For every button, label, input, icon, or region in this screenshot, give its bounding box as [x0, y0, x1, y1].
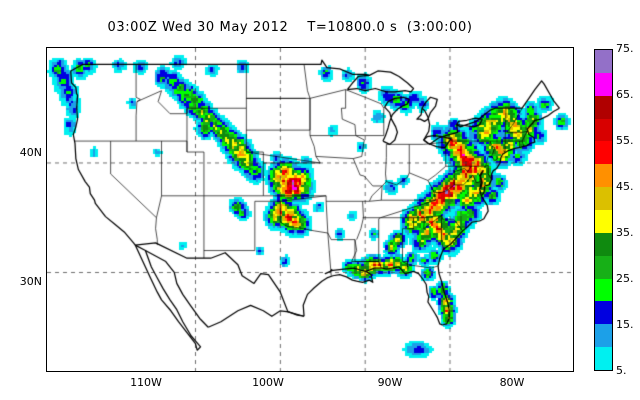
colorbar-band-10: [595, 278, 612, 302]
y-axis-tick-30n: 30N: [19, 275, 42, 288]
colorbar-band-6: [595, 187, 612, 211]
colorbar-band-7: [595, 210, 612, 233]
x-axis-tick-110w: 110W: [130, 376, 162, 389]
colorbar-band-0: [595, 50, 612, 73]
x-axis-tick-80w: 80W: [499, 376, 525, 389]
reflectivity-colorbar: [594, 49, 613, 371]
colorbar-tick-35: 35.: [616, 226, 634, 239]
colorbar-tick-65: 65.: [616, 88, 634, 101]
colorbar-tick-5: 5.: [616, 364, 627, 377]
colorbar-band-5: [595, 164, 612, 188]
y-axis-tick-40n: 40N: [19, 146, 42, 159]
colorbar-band-3: [595, 118, 612, 142]
colorbar-tick-75: 75.: [616, 42, 634, 55]
colorbar-band-13: [595, 347, 612, 371]
map-plot-area: [46, 47, 574, 372]
x-axis-tick-90w: 90W: [377, 376, 403, 389]
plot-title: 03:00Z Wed 30 May 2012 T=10800.0 s (3:00…: [107, 20, 473, 35]
colorbar-tick-55: 55.: [616, 134, 634, 147]
colorbar-band-2: [595, 95, 612, 119]
map-boundaries-layer: [47, 48, 573, 371]
colorbar-tick-45: 45.: [616, 180, 634, 193]
colorbar-band-11: [595, 301, 612, 325]
colorbar-band-4: [595, 141, 612, 165]
colorbar-band-12: [595, 324, 612, 348]
x-axis-tick-100w: 100W: [252, 376, 284, 389]
colorbar-band-9: [595, 255, 612, 279]
colorbar-tick-25: 25.: [616, 272, 634, 285]
colorbar-tick-15: 15.: [616, 318, 634, 331]
colorbar-band-1: [595, 72, 612, 96]
colorbar-band-8: [595, 232, 612, 256]
